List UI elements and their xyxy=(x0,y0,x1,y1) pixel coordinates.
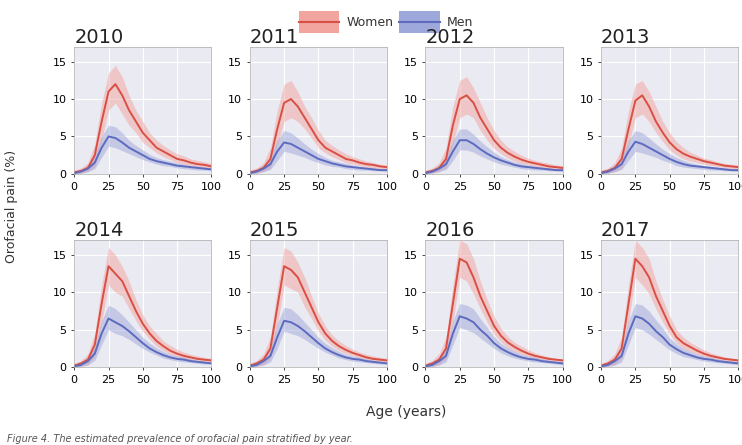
Text: 2017: 2017 xyxy=(601,221,651,240)
Text: 2010: 2010 xyxy=(74,28,123,47)
FancyBboxPatch shape xyxy=(399,11,440,33)
Text: Men: Men xyxy=(447,16,473,28)
Text: 2011: 2011 xyxy=(250,28,299,47)
Text: 2014: 2014 xyxy=(74,221,124,240)
Text: 2016: 2016 xyxy=(425,221,475,240)
FancyBboxPatch shape xyxy=(298,11,340,33)
Text: 2013: 2013 xyxy=(601,28,651,47)
Text: Age (years): Age (years) xyxy=(367,405,447,419)
Text: Figure 4. The estimated prevalence of orofacial pain stratified by year.: Figure 4. The estimated prevalence of or… xyxy=(7,434,353,444)
Text: 2015: 2015 xyxy=(250,221,299,240)
Text: Orofacial pain (%): Orofacial pain (%) xyxy=(4,150,18,263)
Text: 2012: 2012 xyxy=(425,28,475,47)
Text: Women: Women xyxy=(347,16,394,28)
